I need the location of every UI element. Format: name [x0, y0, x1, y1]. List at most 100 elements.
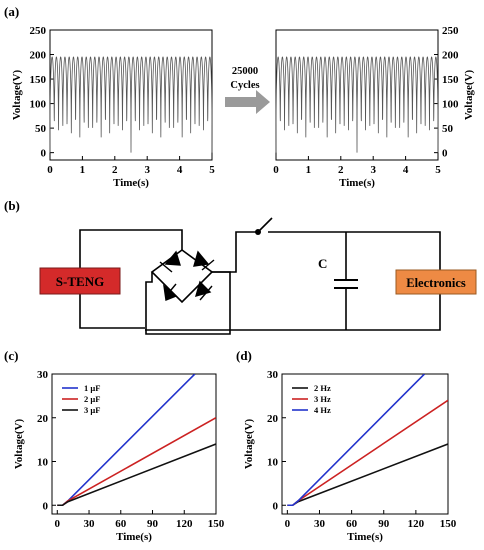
arrow-label-bottom: Cycles: [230, 80, 259, 91]
x-tick-label: 30: [84, 518, 96, 530]
chart-c: 0 30 60 90 120 150 0 10 20 30 Time(s) Voltage(V) 1 μ…: [13, 369, 225, 543]
diode-icon: [164, 250, 181, 266]
right-arrow-icon: [225, 90, 270, 114]
y-axis-label: Voltage(V): [243, 419, 255, 470]
x-axis-label: Time(s): [113, 177, 149, 189]
y-tick-label: 150: [30, 74, 47, 86]
y-tick-label: 20: [267, 413, 279, 425]
series-line: [57, 417, 216, 507]
y-tick-label: 50: [35, 123, 47, 135]
legend-label: 3 Hz: [314, 394, 331, 404]
x-tick-label: 5: [435, 164, 441, 176]
circuit-diagram: [79, 217, 441, 335]
x-tick-label: 60: [115, 518, 127, 530]
x-axis-label: Time(s): [116, 531, 152, 543]
switch-pivot: [255, 229, 261, 235]
x-tick-label: 150: [208, 518, 225, 530]
x-tick-label: 90: [378, 518, 390, 530]
capacitor-label: C: [318, 256, 327, 271]
x-tick-label: 0: [55, 518, 61, 530]
legend-label: 1 μF: [84, 383, 100, 393]
switch-blade: [257, 217, 273, 233]
y-tick-label: 250: [442, 25, 459, 37]
chart-d: 0 30 60 90 120 150 0 10 20 30 Time(s) Voltage(V) 2 H…: [243, 369, 457, 543]
x-tick-label: 30: [314, 518, 326, 530]
y-tick-label: 200: [30, 50, 47, 62]
legend-label: 3 μF: [84, 405, 100, 415]
x-tick-label: 4: [403, 164, 409, 176]
y-tick-label: 0: [41, 148, 47, 160]
diode-bar: [159, 261, 173, 273]
voltage-signal-line: [49, 56, 213, 153]
diode-bar: [199, 285, 213, 301]
x-tick-label: 90: [147, 518, 159, 530]
wire-bridge-return: [145, 271, 231, 335]
y-tick-label: 10: [37, 457, 49, 469]
x-tick-label: 2: [112, 164, 118, 176]
y-tick-label: 30: [267, 369, 279, 381]
diode-icon: [193, 250, 210, 267]
load-box: [395, 269, 477, 295]
wire-bottom-left: [79, 292, 145, 329]
panel-label-a: (a): [4, 4, 19, 19]
panel-label-c: (c): [4, 348, 18, 363]
x-tick-label: 120: [176, 518, 193, 530]
wire-to-switch: [212, 231, 258, 273]
diode-icon: [163, 284, 178, 301]
diodes: [159, 250, 215, 301]
legend-label: 2 μF: [84, 394, 100, 404]
series-line: [287, 374, 426, 507]
y-tick-label: 0: [273, 500, 279, 512]
series-line: [57, 374, 196, 507]
x-tick-label: 150: [440, 518, 457, 530]
diode-bar: [201, 259, 215, 271]
x-tick-label: 3: [370, 164, 376, 176]
x-tick-label: 0: [47, 164, 53, 176]
y-tick-label: 250: [30, 25, 47, 37]
x-tick-label: 3: [144, 164, 150, 176]
x-axis-label: Time(s): [339, 177, 375, 189]
x-tick-label: 60: [346, 518, 358, 530]
y-tick-label: 0: [442, 148, 448, 160]
x-tick-label: 2: [338, 164, 344, 176]
cycles-arrow: 25000 Cycles: [225, 66, 270, 114]
x-tick-label: 120: [408, 518, 425, 530]
y-axis-label: Voltage(V): [13, 419, 25, 470]
y-tick-label: 30: [37, 369, 49, 381]
y-tick-label: 200: [442, 50, 459, 62]
y-axis-label: Voltage(V): [11, 70, 23, 121]
x-tick-label: 5: [209, 164, 215, 176]
arrow-label-top: 25000: [232, 66, 258, 77]
diode-bar: [165, 283, 177, 297]
load-label: Electronics: [406, 276, 466, 290]
y-tick-label: 100: [442, 99, 459, 111]
voltage-signal-line: [275, 56, 439, 153]
x-tick-label: 1: [80, 164, 86, 176]
y-axis-label: Voltage(V): [463, 70, 475, 121]
series-line: [57, 443, 216, 507]
source-box: [39, 267, 121, 295]
y-tick-label: 50: [442, 123, 454, 135]
y-tick-label: 100: [30, 99, 47, 111]
legend-label: 4 Hz: [314, 405, 331, 415]
y-tick-label: 0: [43, 500, 49, 512]
source-label: S-TENG: [56, 274, 104, 289]
diode-icon: [194, 280, 212, 298]
wire-top-left: [79, 229, 183, 268]
y-tick-label: 10: [267, 457, 279, 469]
x-axis-label: Time(s): [347, 531, 383, 543]
legend-label: 2 Hz: [314, 383, 331, 393]
x-tick-label: 0: [273, 164, 279, 176]
x-tick-label: 0: [285, 518, 291, 530]
y-tick-label: 20: [37, 413, 49, 425]
x-tick-label: 4: [177, 164, 183, 176]
series-line: [287, 443, 448, 507]
panel-label-b: (b): [4, 198, 20, 213]
panel-label-d: (d): [236, 348, 252, 363]
x-tick-label: 1: [306, 164, 312, 176]
y-tick-label: 150: [442, 74, 459, 86]
